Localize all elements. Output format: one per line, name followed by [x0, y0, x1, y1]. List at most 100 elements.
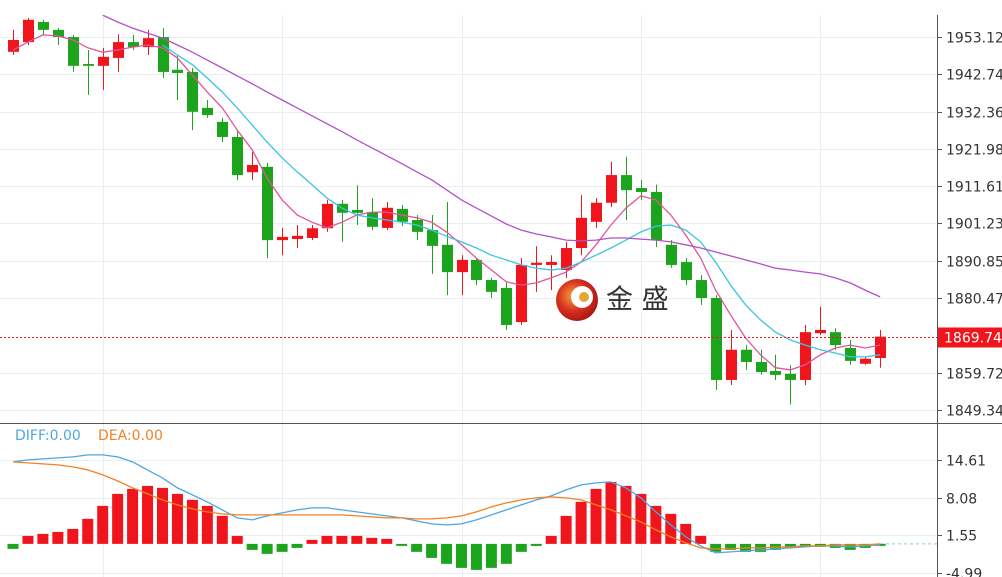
macd-bar	[22, 535, 34, 544]
y-tick-label: 1921.98	[946, 143, 1002, 159]
candle-body	[23, 19, 34, 43]
candle-body	[217, 121, 228, 137]
macd-bar	[485, 543, 497, 568]
macd-bar	[456, 543, 467, 568]
macd-bar	[635, 493, 647, 544]
y-tick-label: 1859.72	[946, 367, 1002, 383]
macd-bar	[142, 485, 154, 544]
candle-body	[561, 248, 572, 270]
macd-bar	[874, 543, 886, 546]
macd-bar	[665, 513, 677, 544]
macd-bar	[530, 543, 542, 546]
macd-bar	[545, 535, 557, 544]
grid	[0, 15, 937, 577]
candle-body	[576, 217, 587, 249]
macd-bar	[650, 505, 662, 544]
legend-diff: DIFF:0.00	[15, 428, 81, 444]
candle-body	[128, 42, 139, 48]
macd-bar	[231, 535, 243, 544]
candle-body	[322, 203, 333, 229]
macd-bar	[82, 518, 94, 544]
candle-body	[53, 29, 64, 38]
macd-bar	[186, 499, 198, 544]
candle-body	[352, 209, 363, 213]
macd-bar	[500, 543, 512, 564]
candle-body	[98, 56, 109, 66]
watermark-text: 金 盛	[606, 285, 669, 316]
candle-body	[187, 71, 198, 112]
candle-body	[830, 332, 841, 346]
y-tick-label: 1849.34	[946, 404, 1002, 420]
macd-plot	[7, 454, 937, 570]
macd-bar	[620, 485, 632, 544]
macd-bar	[276, 543, 288, 552]
macd-bar	[710, 543, 722, 552]
y-tick-label: 1880.47	[946, 292, 1002, 308]
axis	[0, 15, 1002, 577]
macd-bar	[590, 488, 602, 544]
candle-body	[875, 336, 886, 359]
macd-bar	[366, 537, 378, 544]
macd-bar	[784, 543, 796, 548]
candle-body	[202, 107, 213, 116]
macd-bar	[470, 543, 482, 570]
candle-body	[815, 329, 826, 334]
macd-bar	[7, 543, 19, 549]
candle-body	[681, 262, 692, 281]
watermark: 金 盛	[556, 279, 669, 321]
macd-line	[12, 461, 881, 550]
watermark-logo-dot	[579, 292, 589, 302]
candle-body	[591, 202, 602, 222]
macd-bar	[321, 535, 333, 544]
y-tick-label: 1901.23	[946, 217, 1002, 233]
macd-line	[12, 454, 881, 554]
candle-body	[770, 370, 781, 375]
macd-bar	[37, 533, 49, 544]
macd-bar	[306, 539, 318, 544]
candle-body	[711, 297, 722, 380]
candle-body	[696, 280, 707, 298]
candle-body	[471, 259, 482, 281]
macd-bar	[680, 523, 692, 544]
macd-bar	[246, 543, 258, 550]
y-tick-label: 1932.36	[946, 106, 1002, 122]
candle-body	[232, 136, 243, 176]
candle-body	[442, 244, 453, 273]
macd-bar	[261, 543, 273, 554]
macd-bar	[351, 535, 363, 544]
candle-body	[741, 349, 752, 362]
candle-body	[262, 166, 273, 241]
candle-body	[143, 38, 154, 48]
candle-body	[247, 165, 258, 173]
candle-body	[158, 37, 169, 72]
macd-bar	[799, 543, 811, 546]
candle-body	[367, 212, 378, 227]
candle-body	[516, 264, 527, 323]
candle-body	[457, 259, 468, 273]
candle-body	[83, 64, 94, 66]
macd-bar	[441, 543, 453, 564]
y-tick-label: 8.08	[946, 492, 977, 508]
y-tick-label: 1890.85	[946, 255, 1002, 271]
candle-body	[38, 21, 49, 30]
candle-body	[531, 262, 542, 265]
candle-body	[621, 175, 632, 191]
y-tick-label: 1911.61	[946, 180, 1002, 196]
candle-body	[666, 244, 677, 265]
candle-body	[501, 287, 512, 325]
candle-body	[172, 69, 183, 74]
legend-dea: DEA:0.00	[98, 428, 163, 444]
macd-bar	[67, 528, 79, 544]
last-price-label: 1869.74	[944, 331, 1002, 347]
macd-bar	[411, 543, 423, 552]
macd-bar	[171, 493, 183, 544]
macd-bar	[381, 538, 393, 544]
candle-body	[606, 175, 617, 203]
candle-body	[756, 361, 767, 373]
macd-bar	[560, 515, 572, 544]
candle-body	[292, 235, 303, 240]
macd-bar	[127, 488, 139, 544]
candle-body	[860, 358, 871, 364]
macd-bar	[52, 531, 64, 544]
